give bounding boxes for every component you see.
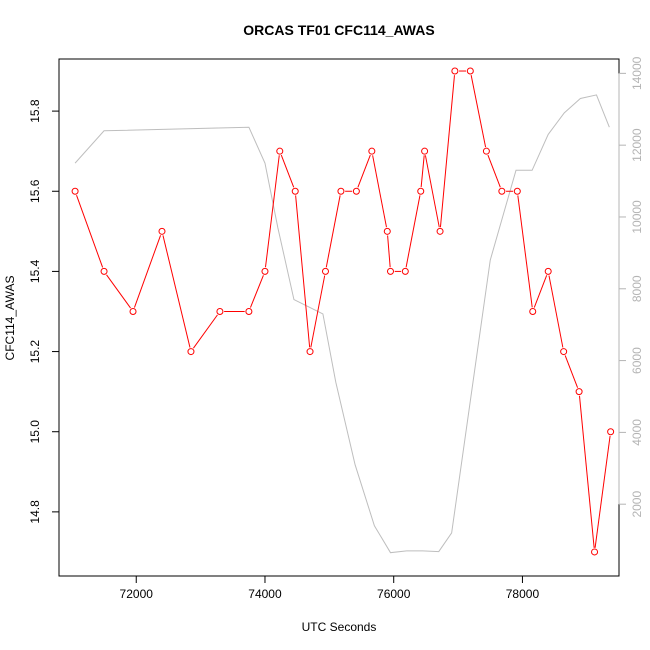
- data-point: [261, 267, 269, 275]
- data-point: [321, 267, 329, 275]
- series-segment: [594, 435, 611, 548]
- plot-area-frame: [58, 58, 620, 577]
- series-segment: [420, 155, 425, 188]
- series-segment: [548, 275, 564, 348]
- data-point: [544, 267, 552, 275]
- series-segment: [325, 195, 341, 268]
- series-segment: [193, 314, 218, 349]
- y-tick-label: 15.8: [28, 99, 42, 123]
- series-segment: [162, 235, 191, 348]
- chart-title: ORCAS TF01 CFC114_AWAS: [243, 22, 434, 38]
- data-point: [513, 187, 521, 195]
- y-axis-right: 2000 4000 6000 8000 10000 12000 14000: [618, 56, 644, 518]
- series-segment: [517, 195, 533, 308]
- x-tick-label: 72000: [120, 587, 154, 601]
- series-segment: [470, 75, 487, 148]
- data-point: [276, 147, 284, 155]
- y2-tick-label: 2000: [630, 491, 644, 518]
- data-point: [451, 67, 459, 75]
- data-point: [158, 227, 166, 235]
- series-segment: [578, 395, 595, 548]
- series-layer: [71, 67, 615, 556]
- data-point: [498, 187, 506, 195]
- data-point: [575, 388, 583, 396]
- series-segment: [533, 275, 548, 308]
- series-segment: [310, 275, 326, 348]
- y-axis-label: CFC114_AWAS: [3, 276, 17, 361]
- series-segment: [249, 275, 264, 308]
- data-point: [383, 227, 391, 235]
- y-tick-label: 15.0: [28, 420, 42, 444]
- x-axis-label: UTC Seconds: [302, 620, 377, 634]
- x-tick-label: 78000: [506, 587, 540, 601]
- series-segment: [133, 235, 162, 308]
- data-point: [421, 147, 429, 155]
- series-segment: [387, 235, 391, 268]
- series-segment: [295, 195, 311, 348]
- data-point: [216, 307, 224, 315]
- data-point: [100, 267, 108, 275]
- y-tick-label: 15.4: [28, 259, 42, 283]
- y2-tick-label: 10000: [630, 200, 644, 234]
- data-point: [368, 147, 376, 155]
- series-segment: [487, 154, 501, 188]
- series-segment: [264, 155, 280, 268]
- data-point: [560, 348, 568, 356]
- data-point: [187, 348, 195, 356]
- x-tick-label: 76000: [377, 587, 411, 601]
- series-segment: [357, 154, 371, 188]
- series-segment: [106, 274, 131, 309]
- y-tick-label: 14.8: [28, 500, 42, 524]
- series-segment: [564, 355, 579, 388]
- data-point: [466, 67, 474, 75]
- series-segment: [76, 195, 104, 268]
- x-tick-label: 74000: [248, 587, 282, 601]
- y2-tick-label: 8000: [630, 275, 644, 302]
- y-tick-label: 15.2: [28, 340, 42, 364]
- y2-tick-label: 4000: [630, 419, 644, 446]
- data-point: [337, 187, 345, 195]
- data-point: [591, 548, 599, 556]
- y2-tick-label: 6000: [630, 347, 644, 374]
- y2-tick-label: 12000: [630, 128, 644, 162]
- data-point: [386, 267, 394, 275]
- y-tick-label: 15.6: [28, 179, 42, 203]
- data-point: [529, 307, 537, 315]
- x-axis: 72000 74000 76000 78000: [120, 575, 540, 601]
- y2-tick-label: 14000: [630, 56, 644, 90]
- data-point: [71, 187, 79, 195]
- data-point: [436, 227, 444, 235]
- y-axis-left: 14.8 15.0 15.2 15.4 15.6 15.8: [28, 99, 60, 524]
- data-point: [129, 307, 137, 315]
- data-point: [291, 187, 299, 195]
- series-segment: [424, 155, 440, 228]
- series-line-altitude: [74, 94, 610, 554]
- data-point: [482, 147, 490, 155]
- series-segment: [439, 75, 455, 228]
- data-point: [401, 267, 409, 275]
- data-point: [245, 307, 253, 315]
- data-point: [352, 187, 360, 195]
- data-point: [306, 348, 314, 356]
- data-point: [417, 187, 425, 195]
- data-point: [607, 428, 615, 436]
- series-segment: [280, 154, 295, 188]
- series-segment: [405, 195, 421, 268]
- series-segment: [372, 155, 387, 228]
